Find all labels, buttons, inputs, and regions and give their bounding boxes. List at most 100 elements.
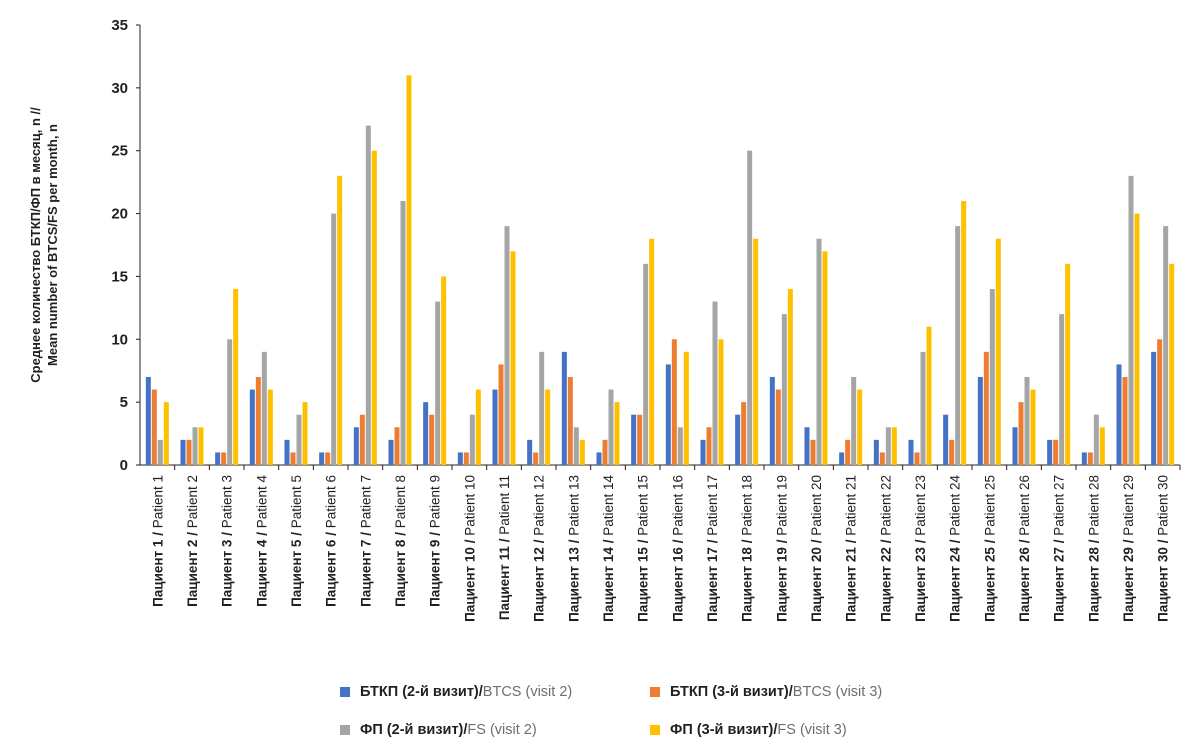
legend-separator: / (478, 684, 483, 700)
x-tick-label-en: Patient 8 (393, 475, 408, 528)
x-tick-label: Пациент 6 / Patient 6 (324, 475, 339, 607)
legend-swatch-fs-visit-3 (650, 725, 660, 735)
x-tick-label: Пациент 23 / Patient 23 (913, 475, 928, 622)
bar (989, 289, 995, 465)
bar (302, 402, 308, 465)
bar (677, 427, 683, 465)
x-tick-label-separator: / (220, 528, 235, 539)
bar (1093, 414, 1099, 465)
legend-item-btcs-visit-2: БТКП (2-й визит) / BTCS (visit 2) (340, 684, 572, 700)
y-tick-label: 0 (120, 457, 128, 474)
x-tick-label-en: Patient 16 (670, 475, 685, 536)
legend-separator: / (463, 722, 468, 738)
legend-label-ru: БТКП (3-й визит) (670, 684, 789, 700)
bar (539, 351, 545, 465)
x-tick-label-ru: Пациент 27 (1052, 547, 1067, 622)
bar (457, 452, 463, 465)
bar (1087, 452, 1093, 465)
x-tick-label-en: Patient 2 (185, 475, 200, 528)
bar (365, 125, 371, 466)
x-tick-label-separator: / (948, 536, 963, 547)
bar (192, 427, 198, 465)
bar-group (249, 351, 273, 465)
bar (1116, 364, 1122, 465)
legend-label-en: BTCS (visit 3) (792, 684, 883, 700)
x-tick-label: Пациент 16 / Patient 16 (670, 475, 685, 622)
x-tick-label-separator: / (324, 528, 339, 539)
legend-label-ru: БТКП (2-й визит) (360, 684, 479, 700)
x-tick-label: Пациент 13 / Patient 13 (566, 475, 581, 622)
bar-group (631, 238, 655, 465)
bar (1151, 351, 1157, 465)
legend-swatch-btcs-visit-3 (650, 687, 660, 697)
bar-group (145, 377, 169, 465)
x-tick-label-en: Patient 26 (1017, 475, 1032, 536)
x-tick-label-separator: / (670, 536, 685, 547)
bar-group (665, 339, 689, 465)
x-tick-label-ru: Пациент 24 (948, 547, 963, 622)
bar (371, 150, 377, 465)
x-tick-label-ru: Пациент 29 (1121, 547, 1136, 622)
bar (579, 439, 585, 465)
bar-group (527, 351, 551, 465)
bar (753, 238, 759, 465)
x-tick-label-ru: Пациент 18 (740, 547, 755, 622)
x-tick-label: Пациент 19 / Patient 19 (774, 475, 789, 622)
bar (388, 439, 394, 465)
x-tick-label-en: Patient 25 (982, 475, 997, 536)
bar (602, 439, 608, 465)
x-tick-label-en: Patient 5 (289, 475, 304, 528)
bar (608, 389, 614, 465)
x-tick-label-separator: / (566, 536, 581, 547)
x-tick-label-en: Patient 30 (1156, 475, 1171, 536)
x-tick-label-ru: Пациент 12 (532, 547, 547, 622)
bar (290, 452, 296, 465)
legend-label-ru: ФП (2-й визит) (360, 722, 464, 738)
x-tick-label-en: Patient 11 (497, 475, 512, 535)
bar (296, 414, 302, 465)
bar (1134, 213, 1140, 465)
x-tick-label-separator: / (982, 536, 997, 547)
bar (145, 377, 151, 465)
bar (810, 439, 816, 465)
bar (163, 402, 169, 465)
bar (637, 414, 643, 465)
legend-separator: / (788, 684, 793, 700)
bar (261, 351, 267, 465)
x-tick-label-ru: Пациент 14 (601, 547, 616, 622)
x-tick-label-ru: Пациент 28 (1086, 547, 1101, 622)
x-tick-label-ru: Пациент 23 (913, 547, 928, 622)
bar (221, 452, 227, 465)
x-tick-label-separator: / (462, 536, 477, 547)
x-tick-label-ru: Пациент 17 (705, 547, 720, 622)
x-tick-label-separator: / (1052, 536, 1067, 547)
bar (816, 238, 822, 465)
x-tick-label: Пациент 25 / Patient 25 (982, 475, 997, 622)
x-tick-label-separator: / (1156, 536, 1171, 547)
bar (891, 427, 897, 465)
x-tick-label-ru: Пациент 21 (844, 547, 859, 622)
legend-item-btcs-visit-3: БТКП (3-й визит) / BTCS (visit 3) (650, 684, 882, 700)
x-tick-label-separator: / (254, 528, 269, 539)
bar (961, 201, 967, 465)
x-tick-label: Пациент 9 / Patient 9 (428, 475, 443, 607)
bar (781, 314, 787, 465)
x-tick-label-en: Patient 6 (324, 475, 339, 528)
x-tick-label-en: Patient 10 (462, 475, 477, 536)
x-tick-label: Пациент 29 / Patient 29 (1121, 475, 1136, 622)
bar (1169, 263, 1175, 465)
bar (400, 201, 406, 465)
x-tick-label: Пациент 21 / Patient 21 (844, 475, 859, 622)
x-tick-label-ru: Пациент 11 (497, 546, 512, 621)
x-tick-label-ru: Пациент 13 (566, 547, 581, 622)
bar (1030, 389, 1036, 465)
x-tick-label: Пациент 20 / Patient 20 (809, 475, 824, 622)
x-tick-label-ru: Пациент 15 (636, 547, 651, 622)
bar (527, 439, 533, 465)
bar (359, 414, 365, 465)
bar (1065, 263, 1071, 465)
bar (1018, 402, 1024, 465)
x-tick-label-separator: / (150, 528, 165, 539)
x-tick-label-en: Patient 23 (913, 475, 928, 536)
bar (1157, 339, 1163, 465)
